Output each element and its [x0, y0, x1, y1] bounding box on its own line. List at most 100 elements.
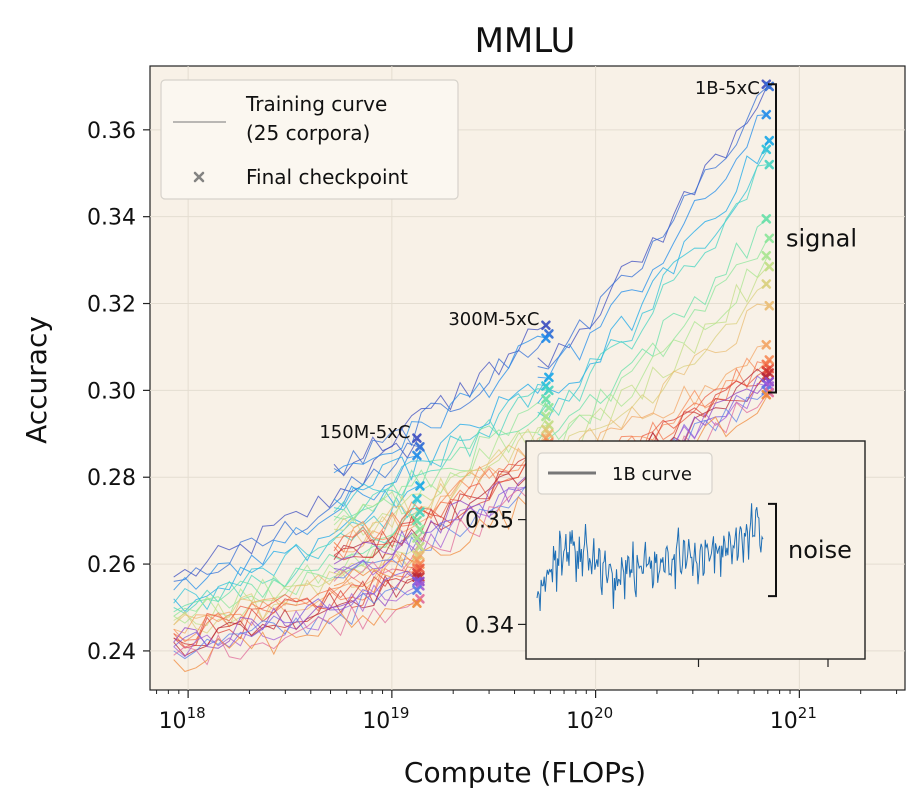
chart-title: MMLU [475, 21, 576, 61]
final-checkpoint-marker [764, 261, 775, 272]
training-curve [173, 511, 419, 614]
training-curve [333, 437, 548, 553]
legend-entry-final-checkpoint: Final checkpoint [246, 165, 408, 189]
final-checkpoint-marker [541, 394, 551, 404]
x-tick-label: 1019 [362, 704, 409, 734]
final-checkpoint-marker [761, 214, 772, 224]
inset-legend-label: 1B curve [612, 464, 692, 485]
final-checkpoint-marker [412, 450, 422, 461]
model-run-label: 300M-5xC [448, 309, 539, 330]
training-curve [333, 377, 548, 508]
final-checkpoint-marker [412, 533, 422, 543]
noise-label: noise [788, 536, 852, 564]
inset-chart: 1B curve 0.34 0.35 noise [465, 440, 866, 667]
training-curve [537, 140, 769, 404]
inset-y-axis-ticks: 0.34 0.35 [465, 509, 526, 638]
legend-entry-training-curve-sub: (25 corpora) [246, 121, 370, 145]
final-checkpoint-marker [415, 541, 425, 552]
model-run-labels: 150M-5xC 300M-5xC 1B-5xC [319, 78, 759, 443]
model-run-label: 1B-5xC [695, 78, 760, 99]
training-curve [173, 496, 419, 611]
training-curve [173, 586, 419, 660]
x-axis-ticks: 1018 1019 1020 1021 [156, 690, 898, 734]
y-tick-label: 0.24 [87, 640, 136, 665]
final-checkpoint-marker [412, 585, 422, 595]
y-tick-label: 0.32 [87, 293, 136, 318]
training-curve [333, 446, 548, 560]
training-curve [333, 476, 548, 576]
signal-label: signal [786, 224, 857, 252]
training-curve [173, 567, 419, 641]
training-curve [537, 83, 769, 369]
signal-bracket-line [768, 83, 777, 394]
final-checkpoint-marker [541, 320, 551, 331]
final-checkpoint-marker [544, 402, 554, 413]
final-checkpoint-marker [544, 385, 554, 396]
training-curve [537, 149, 769, 421]
final-checkpoint-marker [764, 233, 775, 244]
training-curve [333, 463, 548, 560]
y-tick-label: 0.34 [87, 206, 136, 231]
training-curve [333, 494, 548, 587]
final-checkpoint-marker [415, 442, 425, 452]
final-checkpoint-marker [412, 598, 422, 608]
final-checkpoint-marker [764, 300, 775, 311]
final-checkpoint-marker [412, 433, 422, 443]
training-curve [173, 572, 419, 649]
training-curve [333, 468, 548, 565]
training-curve [333, 333, 548, 476]
training-curve [173, 535, 419, 624]
final-checkpoint-marker [761, 109, 772, 120]
final-checkpoint-marker [764, 135, 775, 146]
training-curve [333, 398, 548, 520]
inset-y-tick-label: 0.35 [465, 509, 514, 534]
inset-legend-box [537, 452, 713, 495]
training-curve [537, 164, 768, 417]
training-curve [173, 568, 419, 649]
final-checkpoint-marker [412, 494, 422, 504]
y-axis-label: Accuracy [20, 316, 53, 444]
y-tick-label: 0.28 [87, 466, 136, 491]
training-curve [333, 481, 548, 579]
signal-bracket: signal [768, 83, 857, 394]
training-curve [333, 335, 548, 474]
final-checkpoint-marker [541, 411, 551, 422]
training-curve [333, 424, 548, 536]
training-curve [173, 455, 419, 591]
final-checkpoint-marker [761, 279, 772, 289]
inset-x-axis-ticks [697, 659, 829, 667]
final-checkpoint-marker [761, 339, 772, 350]
training-curve [173, 558, 419, 643]
legend-x-marker [193, 171, 205, 183]
x-tick-label: 1021 [770, 704, 817, 734]
inset-1b-curve [536, 503, 764, 612]
training-curve [333, 485, 548, 582]
legend-box [160, 79, 459, 200]
noise-bracket-line [768, 502, 777, 598]
final-checkpoint-marker [415, 481, 425, 491]
final-checkpoint-marker [541, 333, 551, 344]
training-curve [173, 528, 419, 617]
training-curve [333, 324, 548, 477]
legend-x-glyph [193, 171, 205, 183]
final-checkpoint-marker [412, 515, 422, 526]
legend-entry-training-curve: Training curve [245, 92, 387, 116]
model-run-label: 150M-5xC [319, 422, 410, 443]
y-tick-label: 0.26 [87, 553, 136, 578]
training-curve [537, 238, 769, 443]
x-tick-label: 1018 [159, 704, 206, 734]
training-curve [173, 442, 419, 582]
training-curve [333, 383, 548, 511]
training-curve [333, 402, 548, 523]
y-tick-label: 0.36 [87, 119, 136, 144]
axes: 1018 1019 1020 1021 0.24 0.26 0.28 0.30 0.32 0.3… [20, 119, 898, 789]
final-checkpoint-marker [761, 144, 772, 155]
final-checkpoint-marker [415, 507, 425, 517]
training-curve [333, 443, 548, 552]
training-curve [333, 433, 548, 545]
final-checkpoint-marker [544, 372, 554, 383]
training-curve [173, 510, 419, 613]
x-tick-label: 1020 [566, 704, 613, 734]
y-axis-ticks: 0.24 0.26 0.28 0.30 0.32 0.34 0.36 [87, 119, 150, 665]
